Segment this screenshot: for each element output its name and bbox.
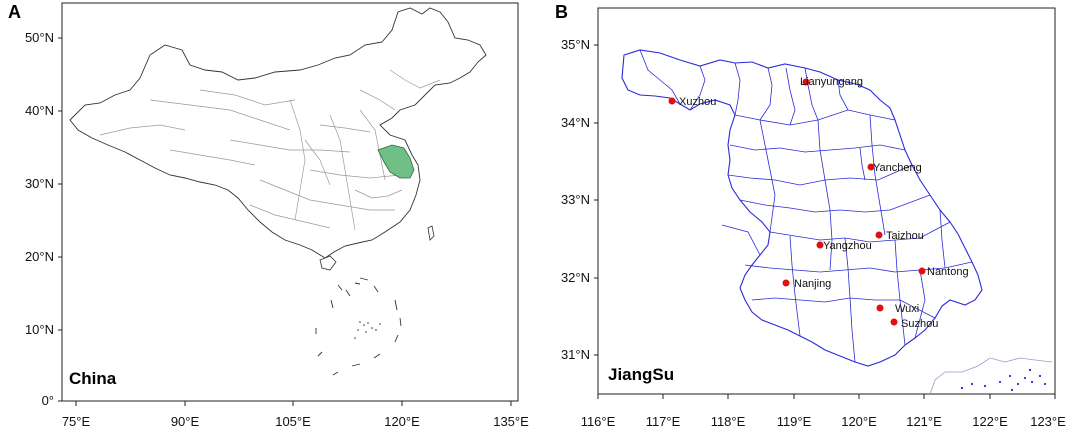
city-label-yancheng: Yancheng xyxy=(873,162,922,174)
panel-b-lon-label: 117°E xyxy=(646,414,681,429)
panel-b-lat-label: 32°N xyxy=(561,270,590,285)
city-marker-taizhou xyxy=(875,231,883,239)
panel-b-lon-label: 122°E xyxy=(972,414,1008,429)
coastline-outside xyxy=(929,357,1053,395)
panel-a-lat-axis xyxy=(58,37,62,402)
city-marker-nantong xyxy=(918,267,926,275)
panel-b-lat-label: 33°N xyxy=(561,192,590,207)
city-label-lianyungang: Lianyungang xyxy=(800,76,863,88)
panel-b-lon-label: 120°E xyxy=(841,414,877,429)
city-label-nanjing: Nanjing xyxy=(794,278,831,290)
panel-b: B xyxy=(555,2,1066,429)
city-label-yangzhou: Yangzhou xyxy=(823,240,872,252)
south-sea-islands xyxy=(315,277,402,376)
islands-outside xyxy=(960,368,1047,392)
panel-a-lat-label: 50°N xyxy=(25,30,54,45)
panel-a-lat-label: 0° xyxy=(42,393,54,408)
panel-b-lat-axis xyxy=(594,44,598,356)
panel-b-region-name: JiangSu xyxy=(608,365,674,384)
taiwan-island xyxy=(427,225,435,241)
city-label-taizhou: Taizhou xyxy=(886,230,924,242)
city-marker-yancheng xyxy=(867,163,875,171)
panel-b-lon-label: 116°E xyxy=(581,414,616,429)
china-outline xyxy=(69,7,487,259)
jiangsu-highlight xyxy=(377,144,415,179)
city-marker-lianyungang xyxy=(802,78,810,86)
panel-a: A xyxy=(8,2,529,429)
city-marker-yangzhou xyxy=(816,241,824,249)
panel-b-letter: B xyxy=(555,2,568,22)
panel-b-lat-label: 31°N xyxy=(561,347,590,362)
panel-b-lat-label: 34°N xyxy=(561,115,590,130)
city-label-xuzhou: Xuzhou xyxy=(679,96,716,108)
panel-b-lon-label: 119°E xyxy=(777,414,812,429)
city-label-nantong: Nantong xyxy=(927,266,969,278)
panel-a-lat-label: 10°N xyxy=(25,322,54,337)
panel-a-lon-label: 135°E xyxy=(493,414,529,429)
county-lines xyxy=(639,49,973,363)
panel-a-lon-label: 105°E xyxy=(275,414,311,429)
panel-a-lon-label: 90°E xyxy=(171,414,200,429)
jiangsu-outline xyxy=(621,49,983,367)
city-marker-wuxi xyxy=(876,304,884,312)
city-marker-xuzhou xyxy=(668,97,676,105)
panel-a-lon-axis xyxy=(75,401,512,406)
city-marker-nanjing xyxy=(782,279,790,287)
panel-b-lat-label: 35°N xyxy=(561,37,590,52)
panel-a-lat-label: 20°N xyxy=(25,249,54,264)
panel-a-lat-label: 40°N xyxy=(25,103,54,118)
city-marker-suzhou xyxy=(890,318,898,326)
panel-a-lon-label: 75°E xyxy=(62,414,91,429)
panel-b-lon-label: 118°E xyxy=(711,414,746,429)
panel-a-letter: A xyxy=(8,2,21,22)
panel-a-lon-label: 120°E xyxy=(384,414,420,429)
panel-b-lon-axis xyxy=(597,394,1056,399)
panel-b-lon-label: 121°E xyxy=(906,414,942,429)
panel-a-region-name: China xyxy=(69,369,117,388)
city-markers xyxy=(668,78,926,326)
panel-a-lat-label: 30°N xyxy=(25,176,54,191)
city-label-suzhou: Suzhou xyxy=(901,318,938,330)
south-sea-dots xyxy=(354,321,381,339)
hainan-island xyxy=(319,255,337,271)
city-label-wuxi: Wuxi xyxy=(895,303,919,315)
panel-b-lon-label: 123°E xyxy=(1030,414,1066,429)
province-lines xyxy=(99,69,441,231)
